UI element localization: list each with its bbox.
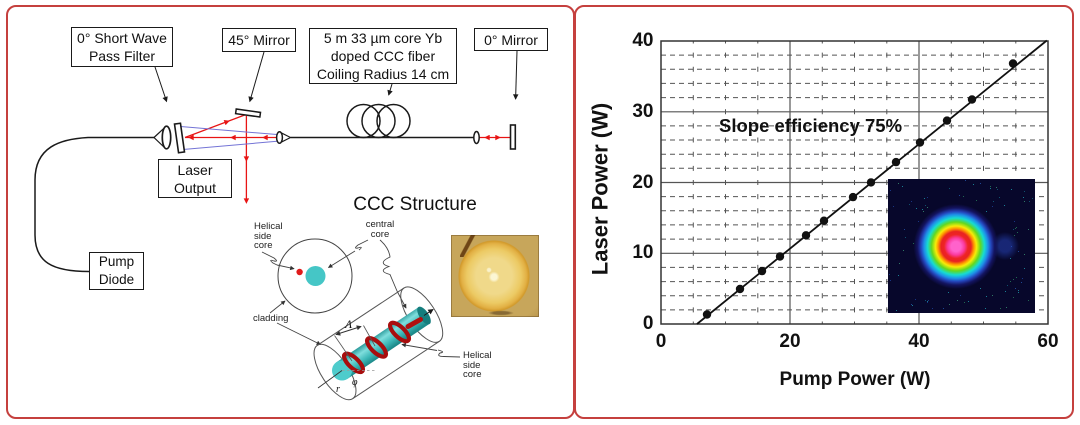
- svg-text:r: r: [336, 384, 340, 395]
- svg-text:φ: φ: [352, 377, 358, 388]
- svg-text:Λ: Λ: [344, 317, 353, 331]
